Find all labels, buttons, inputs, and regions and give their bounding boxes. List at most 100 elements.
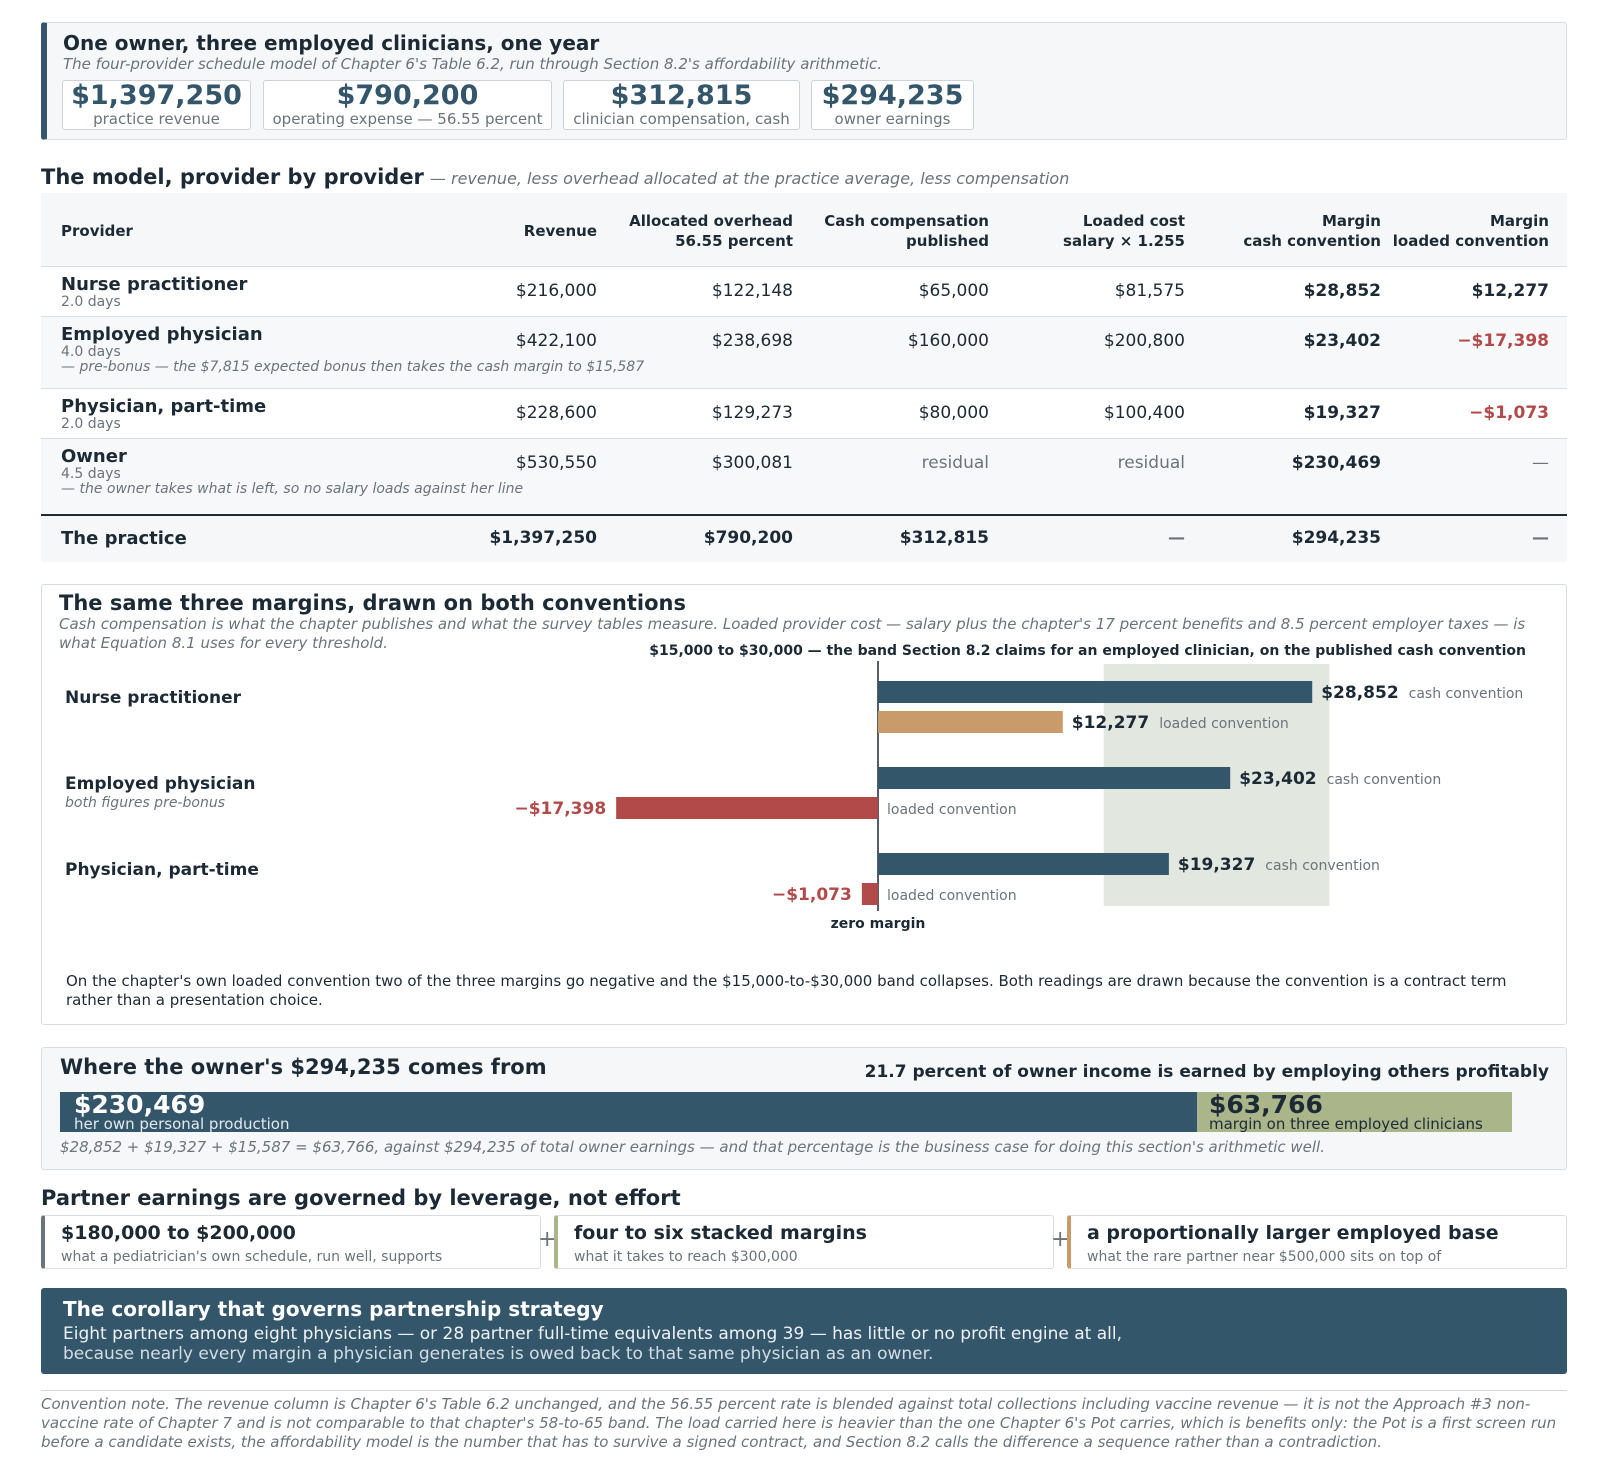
leverage-title: Partner earnings are governed by leverag… xyxy=(41,1186,681,1210)
leverage-value: $180,000 to $200,000 xyxy=(61,1222,296,1244)
total-overhead: $790,200 xyxy=(703,528,793,548)
kpi-value: $1,397,250 xyxy=(71,80,242,111)
margin-cash-cell: $19,327 xyxy=(1303,403,1381,423)
series-label: loaded convention xyxy=(887,888,1017,904)
chart-card-footer: On the chapter's own loaded convention t… xyxy=(66,972,1507,1009)
provider-name: Nurse practitioner xyxy=(61,274,248,295)
table-row: Nurse practitioner 2.0 days $216,000 $12… xyxy=(41,267,1567,317)
bar-cash xyxy=(878,853,1169,875)
provider-note: — the owner takes what is left, so no sa… xyxy=(61,481,524,497)
bar-loaded xyxy=(878,711,1063,733)
bar-value-label: −$17,398 xyxy=(514,799,606,819)
margin-loaded-cell: — xyxy=(1532,453,1549,473)
loaded-cell: residual xyxy=(1117,453,1185,473)
plus-icon: + xyxy=(1051,1227,1070,1252)
employed-margin-value: $63,766 xyxy=(1209,1090,1323,1119)
model-title: The model, provider by provider xyxy=(41,165,424,189)
leverage-card-employed-base: a proportionally larger employed base wh… xyxy=(1067,1215,1567,1269)
col-header-provider: Provider xyxy=(61,222,133,240)
total-margin-loaded: — xyxy=(1532,528,1549,548)
kpi-value: $790,200 xyxy=(336,80,479,111)
model-section-title: The model, provider by provider — revenue… xyxy=(41,165,1069,189)
employed-margin-label: margin on three employed clinicians xyxy=(1209,1115,1483,1133)
category-label: Physician, part-time xyxy=(65,860,259,880)
kpi-label: clinician compensation, cash xyxy=(573,110,790,128)
chart-card-title: The same three margins, drawn on both co… xyxy=(59,591,686,615)
table-header: Provider Revenue Allocated overhead 56.5… xyxy=(41,193,1567,267)
loaded-cell: $200,800 xyxy=(1103,331,1185,351)
overhead-cell: $238,698 xyxy=(711,331,793,351)
table-row: Owner 4.5 days — the owner takes what is… xyxy=(41,439,1567,513)
owner-share-note: 21.7 percent of owner income is earned b… xyxy=(864,1062,1549,1082)
table-row: Employed physician 4.0 days — pre-bonus … xyxy=(41,317,1567,389)
margin-cash-cell: $23,402 xyxy=(1303,331,1381,351)
own-production-label: her own personal production xyxy=(74,1115,290,1133)
bar-value-label: $23,402 xyxy=(1239,769,1316,789)
band-label: $15,000 to $30,000 — the band Section 8.… xyxy=(649,643,1526,659)
bar-cash xyxy=(878,767,1231,789)
chart-card-subtitle: Cash compensation is what the chapter pu… xyxy=(59,615,1526,652)
kpi-owner-earnings: $294,235 owner earnings xyxy=(811,80,974,130)
loaded-cell: $100,400 xyxy=(1103,403,1185,423)
margin-cash-cell: $230,469 xyxy=(1291,453,1381,473)
col-header-margin-cash: Margin cash convention xyxy=(1243,212,1381,250)
leverage-label: what the rare partner near $500,000 sits… xyxy=(1087,1249,1442,1265)
provider-days: 2.0 days xyxy=(61,416,121,432)
zero-label: zero margin xyxy=(831,916,926,932)
margin-loaded-cell: −$1,073 xyxy=(1469,403,1549,423)
employed-margin-bar: $63,766 margin on three employed clinici… xyxy=(1197,1092,1512,1132)
bar-loaded xyxy=(616,797,878,819)
convention-note: Convention note. The revenue column is C… xyxy=(41,1395,1557,1451)
own-production-value: $230,469 xyxy=(74,1090,206,1119)
col-header-overhead: Allocated overhead 56.55 percent xyxy=(629,212,793,250)
summary-card: One owner, three employed clinicians, on… xyxy=(41,22,1567,140)
kpi-value: $312,815 xyxy=(610,80,753,111)
leverage-card-stacked-margins: four to six stacked margins what it take… xyxy=(554,1215,1054,1269)
own-production-bar: $230,469 her own personal production xyxy=(60,1092,1197,1132)
leverage-value: a proportionally larger employed base xyxy=(1087,1222,1499,1244)
owner-earnings-card: Where the owner's $294,235 comes from 21… xyxy=(41,1047,1567,1170)
margins-chart-card: The same three margins, drawn on both co… xyxy=(41,584,1567,1025)
cash-cell: residual xyxy=(921,453,989,473)
bar-cash xyxy=(878,681,1313,703)
leverage-label: what it takes to reach $300,000 xyxy=(574,1249,798,1265)
model-note: — revenue, less overhead allocated at th… xyxy=(429,169,1070,188)
revenue-cell: $530,550 xyxy=(515,453,597,473)
provider-name: Owner xyxy=(61,446,127,467)
series-label: cash convention xyxy=(1409,686,1524,702)
divider xyxy=(41,1390,1567,1391)
corollary-banner: The corollary that governs partnership s… xyxy=(41,1288,1567,1374)
category-label: Nurse practitioner xyxy=(65,688,242,708)
provider-name: Physician, part-time xyxy=(61,396,267,417)
cash-cell: $65,000 xyxy=(918,281,989,301)
loaded-cell: $81,575 xyxy=(1114,281,1185,301)
kpi-clinician-compensation: $312,815 clinician compensation, cash xyxy=(563,80,800,130)
leverage-label: what a pediatrician's own schedule, run … xyxy=(61,1249,443,1265)
table-total-row: The practice $1,397,250 $790,200 $312,81… xyxy=(41,514,1567,562)
total-name: The practice xyxy=(61,528,187,549)
provider-days: 4.0 days xyxy=(61,344,121,360)
kpi-label: owner earnings xyxy=(834,110,951,128)
bar-value-label: $19,327 xyxy=(1178,855,1255,875)
col-header-revenue: Revenue xyxy=(523,222,597,240)
total-loaded: — xyxy=(1168,528,1185,548)
kpi-value: $294,235 xyxy=(821,80,964,111)
overhead-cell: $129,273 xyxy=(711,403,793,423)
total-margin-cash: $294,235 xyxy=(1291,528,1381,548)
col-header-cash: Cash compensation published xyxy=(824,212,989,250)
provider-days: 4.5 days xyxy=(61,466,121,482)
owner-footer: $28,852 + $19,327 + $15,587 = $63,766, a… xyxy=(60,1138,1325,1156)
provider-note: — pre-bonus — the $7,815 expected bonus … xyxy=(61,359,645,375)
col-header-margin-loaded: Margin loaded convention xyxy=(1392,212,1549,250)
cash-cell: $80,000 xyxy=(918,403,989,423)
page-subtitle: The four-provider schedule model of Chap… xyxy=(63,55,883,73)
revenue-cell: $216,000 xyxy=(515,281,597,301)
cash-cell: $160,000 xyxy=(907,331,989,351)
corollary-line-2: because nearly every margin a physician … xyxy=(63,1344,934,1364)
bar-loaded xyxy=(861,883,878,905)
margin-chart: $15,000 to $30,000 — the band Section 8.… xyxy=(65,643,1526,932)
overhead-cell: $122,148 xyxy=(711,281,793,301)
kpi-label: practice revenue xyxy=(93,110,220,128)
kpi-practice-revenue: $1,397,250 practice revenue xyxy=(62,80,251,130)
bar-value-label: $12,277 xyxy=(1072,713,1149,733)
